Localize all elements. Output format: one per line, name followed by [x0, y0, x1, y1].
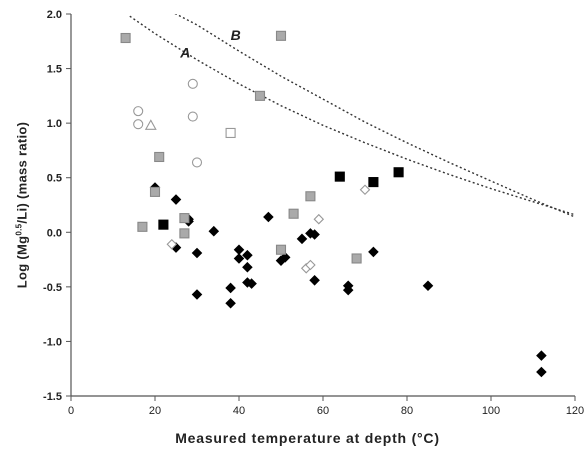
curve-label-b: B: [231, 27, 241, 43]
data-point-diamond: [313, 213, 325, 225]
data-point-square: [288, 208, 299, 219]
y-tick-label: 0.5: [47, 173, 62, 185]
data-point-diamond: [368, 246, 379, 258]
y-tick-label: 1.5: [47, 64, 62, 76]
data-point-square: [275, 244, 287, 255]
data-point-diamond: [263, 211, 274, 223]
data-point-square: [275, 30, 287, 41]
data-point-square: [351, 253, 362, 264]
data-point-square: [154, 151, 165, 163]
data-point-diamond: [422, 280, 434, 292]
data-point-square: [393, 167, 404, 178]
data-point-diamond: [191, 247, 203, 259]
y-tick-label: -0.5: [43, 282, 62, 294]
data-point-square: [179, 213, 190, 224]
data-point-diamond: [242, 261, 253, 273]
data-point-square: [254, 90, 266, 101]
x-tick-label: 80: [401, 405, 413, 417]
data-point-diamond: [225, 282, 236, 294]
data-point-diamond: [242, 249, 253, 261]
y-tick-label: 2.0: [47, 9, 62, 21]
data-point-circle: [133, 106, 144, 117]
data-point-diamond: [296, 233, 308, 245]
data-point-circle: [187, 78, 198, 89]
data-point-square: [225, 127, 236, 139]
y-axis-label-prefix: Log (Mg: [14, 235, 30, 289]
y-tick-label: 1.0: [47, 118, 62, 130]
data-point-square: [137, 221, 148, 232]
y-axis-label-container: Log (Mg0.5/Li) (mass ratio): [0, 0, 40, 453]
data-point-circle: [133, 119, 144, 130]
data-point-diamond: [170, 194, 182, 205]
data-point-circle: [187, 111, 198, 122]
y-axis-label-suffix: /Li) (mass ratio): [14, 121, 30, 224]
x-tick-label: 20: [149, 405, 161, 417]
curve-label-a: A: [179, 45, 190, 61]
x-tick-label: 100: [482, 405, 500, 417]
data-point-diamond: [359, 184, 371, 195]
data-point-square: [305, 191, 316, 202]
x-tick-label: 40: [233, 405, 245, 417]
x-tick-label: 60: [317, 405, 329, 417]
data-point-diamond: [279, 252, 291, 263]
data-point-triangle: [144, 119, 157, 130]
data-point-diamond: [342, 284, 354, 296]
data-point-diamond: [208, 225, 220, 237]
x-tick-label: 120: [566, 405, 584, 417]
data-point-diamond: [536, 350, 547, 361]
y-tick-label: 0.0: [47, 227, 62, 239]
data-point-diamond: [309, 275, 320, 286]
data-point-diamond: [191, 289, 203, 300]
data-point-diamond: [233, 244, 245, 256]
data-point-square: [179, 228, 190, 239]
data-point-square: [158, 219, 169, 230]
x-axis-label: Measured temperature at depth (°C): [175, 430, 440, 446]
data-point-diamond: [166, 239, 178, 250]
data-point-diamond: [309, 229, 320, 240]
data-point-circle: [191, 157, 203, 168]
x-tick-label: 0: [68, 405, 74, 417]
data-point-square: [368, 177, 379, 188]
data-point-square: [120, 32, 131, 44]
data-point-diamond: [536, 366, 547, 378]
data-point-square: [334, 171, 345, 182]
data-point-diamond: [246, 278, 257, 289]
y-axis-label-superscript: 0.5: [14, 223, 24, 236]
data-point-diamond: [305, 259, 316, 271]
data-point-square: [149, 186, 161, 197]
data-point-diamond: [225, 297, 236, 309]
curve-a: [129, 15, 575, 216]
y-axis-label: Log (Mg0.5/Li) (mass ratio): [14, 122, 29, 289]
data-point-diamond: [233, 253, 245, 264]
y-tick-label: -1.0: [43, 336, 62, 348]
y-tick-label: -1.5: [43, 391, 62, 403]
